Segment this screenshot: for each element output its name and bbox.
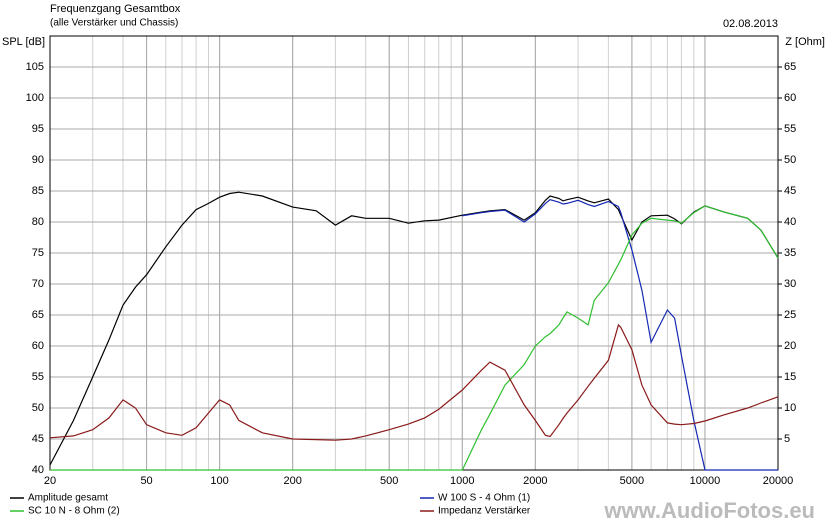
x-tick-label: 200 (283, 475, 301, 487)
y-tick-label: 45 (32, 433, 44, 445)
y-tick-label: 60 (32, 340, 44, 352)
legend-label: SC 10 N - 8 Ohm (2) (28, 506, 120, 517)
y2-tick-label: 50 (784, 154, 796, 166)
y-tick-label: 95 (32, 123, 44, 135)
y2-axis-label: Z [Ohm] (785, 36, 825, 48)
y2-tick-label: 10 (784, 402, 796, 414)
y-tick-label: 90 (32, 154, 44, 166)
y2-tick-label: 65 (784, 61, 796, 73)
date: 02.08.2013 (723, 18, 778, 30)
legend-label: Amplitude gesamt (28, 493, 108, 504)
series-line (462, 199, 778, 471)
x-tick-label: 20000 (763, 475, 794, 487)
series-line (50, 205, 779, 471)
y-tick-label: 40 (32, 464, 44, 476)
series-line (49, 323, 779, 441)
x-tick-label: 2000 (523, 475, 547, 487)
y2-tick-label: 45 (784, 185, 796, 197)
legend-label: W 100 S - 4 Ohm (1) (438, 493, 530, 504)
series-line (49, 191, 779, 466)
y2-tick-label: 25 (784, 309, 796, 321)
x-tick-label: 100 (210, 475, 228, 487)
y2-tick-label: 5 (784, 433, 790, 445)
y2-tick-label: 15 (784, 371, 796, 383)
x-tick-label: 500 (380, 475, 398, 487)
y-tick-label: 80 (32, 216, 44, 228)
y-axis-label: SPL [dB] (2, 36, 45, 48)
y-tick-label: 65 (32, 309, 44, 321)
y2-tick-label: 55 (784, 123, 796, 135)
x-tick-label: 50 (140, 475, 152, 487)
y-tick-label: 50 (32, 402, 44, 414)
y-tick-label: 85 (32, 185, 44, 197)
y2-tick-label: 20 (784, 340, 796, 352)
y-tick-label: 105 (26, 61, 44, 73)
x-tick-label: 1000 (450, 475, 474, 487)
y2-tick-label: 40 (784, 216, 796, 228)
y-tick-label: 55 (32, 371, 44, 383)
x-tick-label: 20 (44, 475, 56, 487)
chart-title: Frequenzgang Gesamtbox (50, 3, 181, 15)
y-tick-label: 70 (32, 278, 44, 290)
x-tick-label: 5000 (620, 475, 644, 487)
watermark: www.AudioFotos.eu (603, 498, 815, 523)
legend-label: Impedanz Verstärker (438, 506, 531, 517)
x-tick-label: 10000 (690, 475, 721, 487)
y-tick-label: 75 (32, 247, 44, 259)
y2-tick-label: 30 (784, 278, 796, 290)
y2-tick-label: 60 (784, 92, 796, 104)
y-tick-label: 100 (26, 92, 44, 104)
chart-subtitle: (alle Verstärker und Chassis) (50, 18, 178, 29)
y2-tick-label: 35 (784, 247, 796, 259)
